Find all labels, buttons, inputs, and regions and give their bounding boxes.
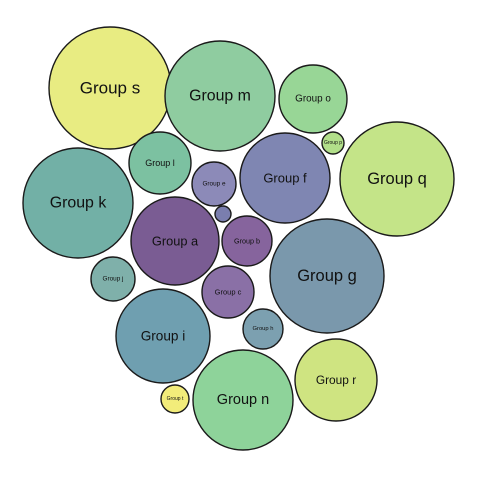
bubble-label-group-m: Group m: [189, 88, 251, 105]
bubble-label-group-s: Group s: [80, 79, 140, 98]
bubble-label-group-r: Group r: [316, 373, 356, 387]
bubble-label-group-i: Group i: [141, 329, 186, 344]
bubble-label-group-k: Group k: [50, 195, 107, 212]
bubble-label-group-o: Group o: [295, 94, 331, 105]
bubble-group-j: [90, 256, 136, 302]
bubble-label-group-n: Group n: [217, 392, 269, 408]
bubble-label-group-c: Group c: [215, 288, 242, 297]
bubble-label-group-q: Group q: [367, 170, 427, 188]
bubble-label-group-e: Group e: [202, 181, 226, 188]
bubble-unlabeled-9: [214, 205, 232, 223]
bubble-group-p: [321, 131, 345, 155]
bubble-label-group-a: Group a: [152, 234, 199, 249]
bubble-group-c: [201, 265, 255, 319]
bubble-group-l: [128, 131, 192, 195]
bubble-label-group-h: Group h: [253, 326, 274, 332]
bubble-label-group-b: Group b: [234, 237, 260, 246]
bubble-label-group-p: Group p: [324, 140, 342, 146]
bubble-group-e: [191, 161, 237, 207]
bubble-group-m: [164, 40, 276, 152]
bubble-group-a: [130, 196, 220, 286]
bubble-label-group-g: Group g: [297, 267, 357, 285]
bubble-label-group-j: Group j: [103, 276, 124, 283]
bubble-label-group-t: Group t: [167, 396, 184, 402]
bubble-label-group-f: Group f: [263, 171, 307, 186]
bubble-group-h: [242, 308, 284, 350]
bubble-group-n: [192, 349, 294, 451]
bubble-label-group-l: Group l: [145, 158, 175, 168]
bubble-group-r: [294, 338, 378, 422]
bubble-group-f: [239, 132, 331, 224]
bubble-group-i: [115, 288, 211, 384]
bubble-group-q: [339, 121, 455, 237]
bubble-group-k: [22, 147, 134, 259]
bubble-group-b: [221, 215, 273, 267]
bubble-group-o: [278, 64, 348, 134]
bubble-group-g: [269, 218, 385, 334]
bubble-group-t: [160, 384, 190, 414]
